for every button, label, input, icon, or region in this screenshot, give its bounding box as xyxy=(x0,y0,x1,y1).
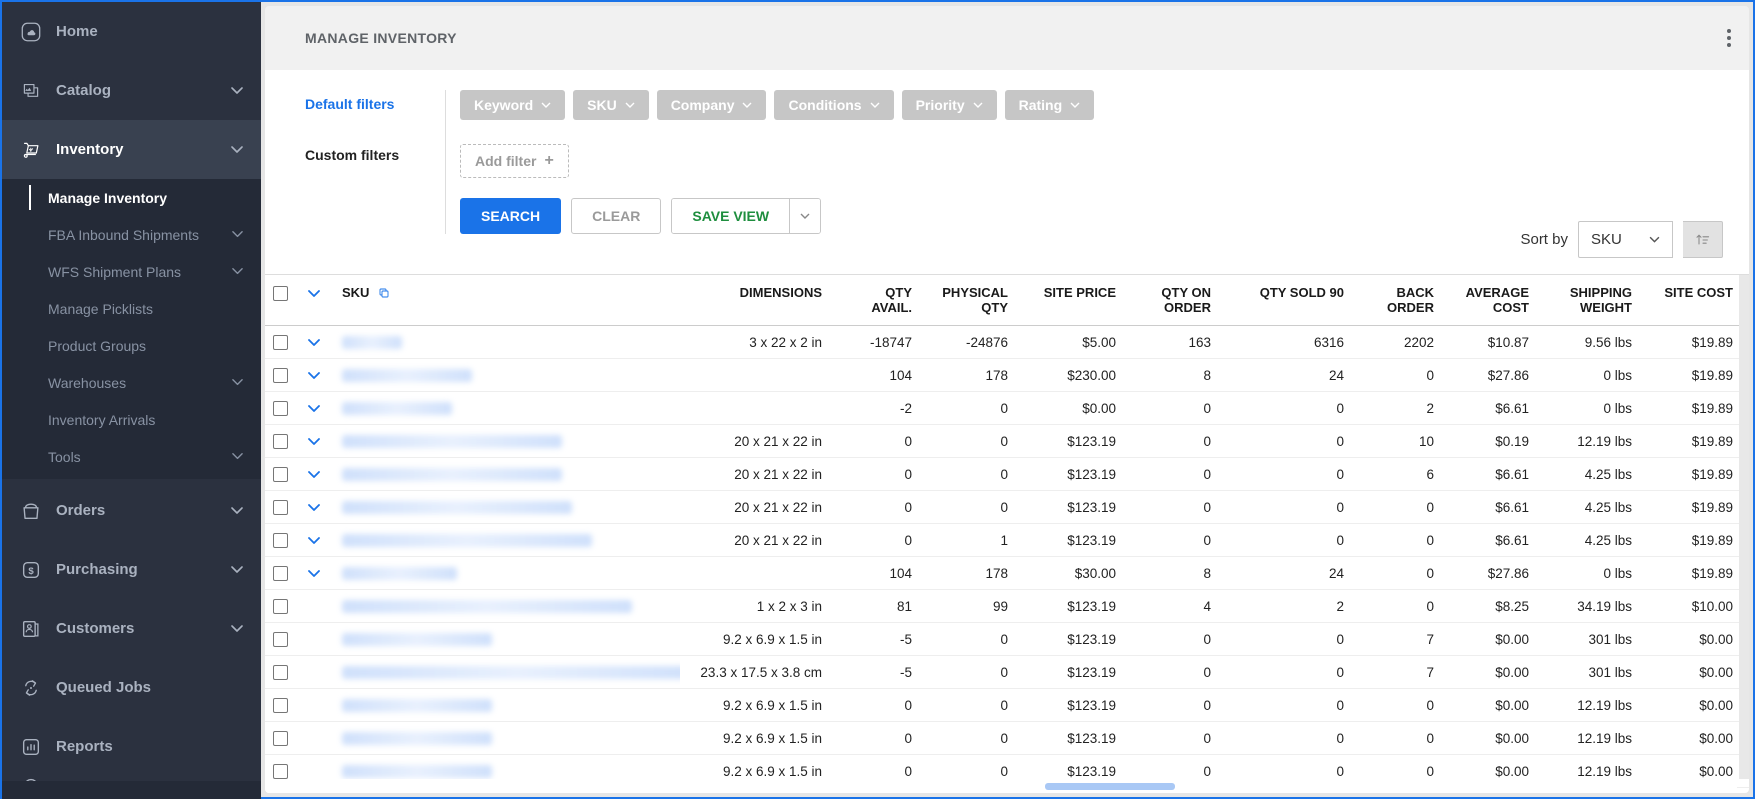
svg-text:$: $ xyxy=(28,565,34,576)
